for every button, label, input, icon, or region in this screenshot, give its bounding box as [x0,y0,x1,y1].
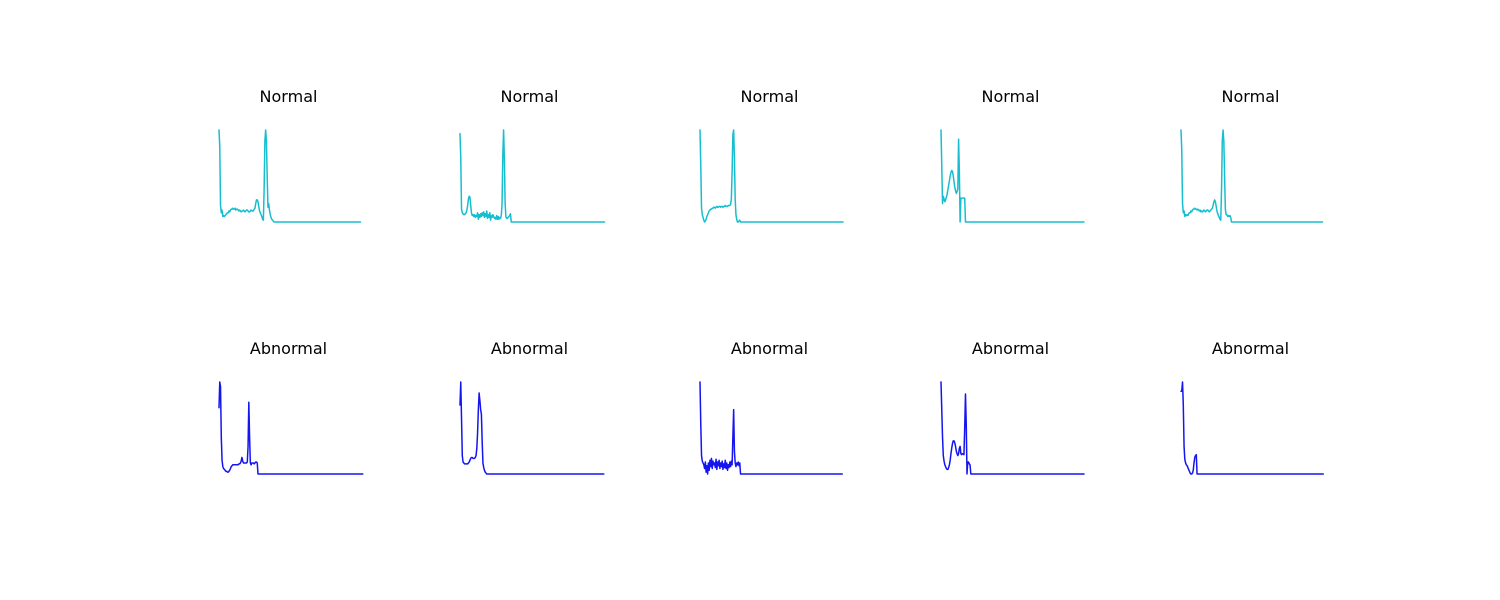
signal-trace [218,129,362,223]
signal-trace [699,129,844,223]
signal-panel: Normal [218,87,362,223]
panel-title: Normal [982,87,1040,106]
signal-trace [459,381,605,475]
panel-title: Normal [260,87,318,106]
panel-title: Normal [501,87,559,106]
panel-title: Abnormal [731,339,808,358]
panel-title: Abnormal [491,339,568,358]
signal-panel: Abnormal [459,339,605,475]
panel-title: Abnormal [972,339,1049,358]
panel-title: Normal [1222,87,1280,106]
signal-trace [940,129,1085,223]
signal-panel: Abnormal [218,339,364,475]
panel-title: Abnormal [250,339,327,358]
signal-trace [1180,129,1324,223]
panels-grid: Normal Normal Normal Normal Normal Abnormal Ab… [218,87,1324,475]
signal-trace [459,129,606,223]
signal-trace [218,381,364,475]
signal-panel: Normal [940,87,1085,223]
signal-trace [699,381,843,475]
panel-title: Abnormal [1212,339,1289,358]
signal-trace [1180,381,1324,475]
panel-title: Normal [741,87,799,106]
signal-panel: Abnormal [699,339,843,475]
signal-panel: Normal [459,87,606,223]
signal-panel: Abnormal [940,339,1085,475]
signal-panel: Abnormal [1180,339,1324,475]
signal-trace [940,381,1085,475]
signal-panel: Normal [1180,87,1324,223]
signal-panel: Normal [699,87,844,223]
